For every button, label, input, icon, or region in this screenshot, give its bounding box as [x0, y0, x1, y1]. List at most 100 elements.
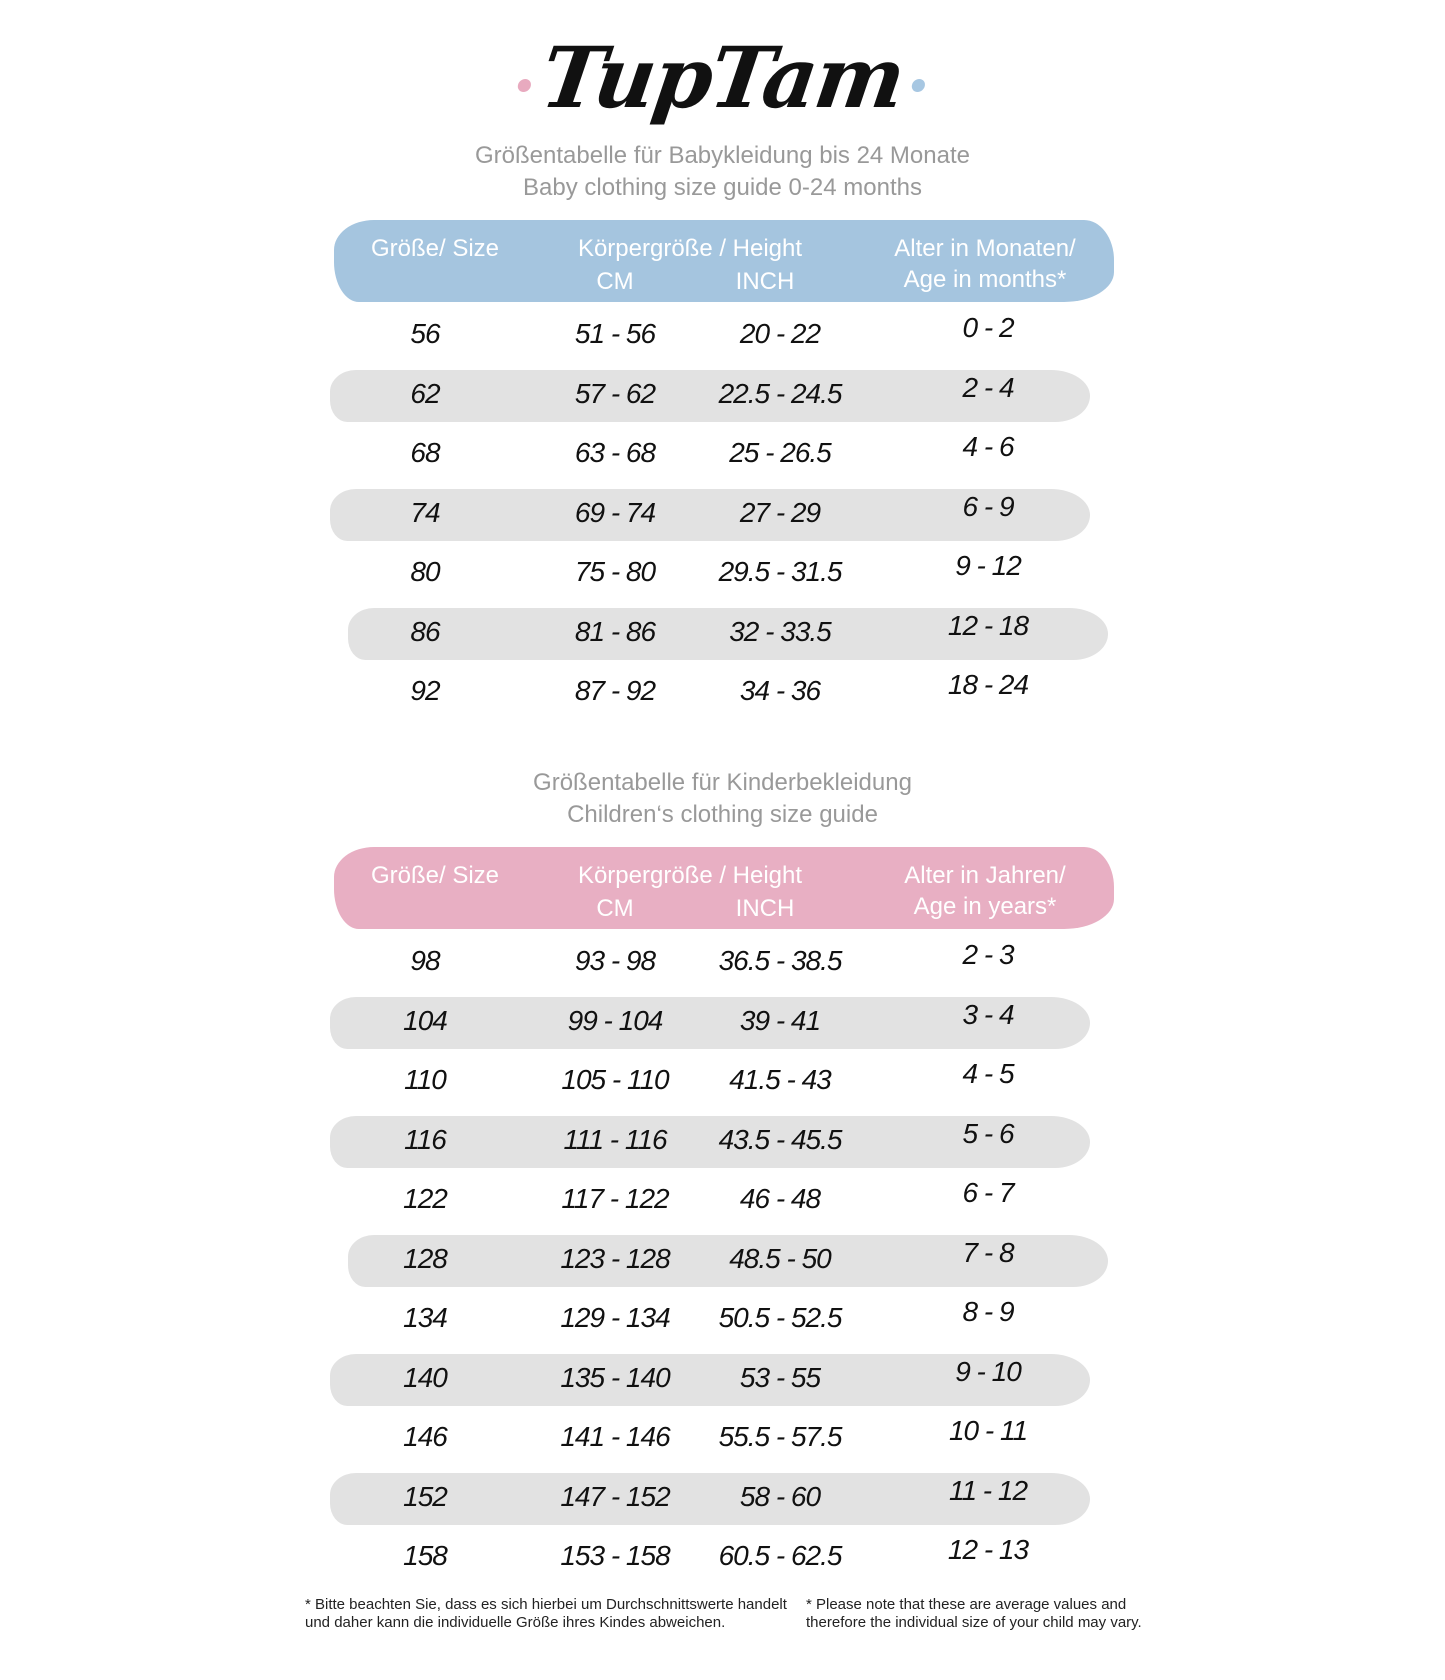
table-row: 104 99 - 104 39 - 41 3 - 4: [0, 991, 1445, 1051]
table-row: 92 87 - 92 34 - 36 18 - 24: [0, 661, 1445, 721]
cell-cm: 141 - 146: [560, 1421, 670, 1452]
cell-inch: 46 - 48: [739, 1183, 821, 1214]
footnote-de: * Bitte beachten Sie, dass es sich hierb…: [305, 1596, 787, 1631]
cell-size: 62: [410, 377, 440, 409]
cell-size: 128: [403, 1242, 448, 1274]
logo-text: TupTam: [535, 28, 910, 127]
cell-size: 134: [403, 1302, 448, 1333]
cell-cm: 147 - 152: [560, 1480, 670, 1512]
cell-cm: 129 - 134: [560, 1302, 670, 1333]
cell-inch: 48.5 - 50: [729, 1242, 832, 1274]
row-highlight-band: [330, 1115, 1090, 1168]
row-highlight-band: [330, 1472, 1090, 1525]
cell-cm: 111 - 116: [563, 1123, 667, 1155]
cell-size: 74: [410, 496, 440, 528]
cell-inch: 43.5 - 45.5: [718, 1123, 843, 1155]
cell-size: 146: [403, 1421, 448, 1452]
cell-inch: 34 - 36: [739, 675, 821, 706]
cell-cm: 51 - 56: [574, 318, 656, 349]
row-highlight-band: [348, 607, 1108, 660]
header-age: Alter in Jahren/Age in years*: [904, 862, 1066, 920]
cell-age: 9 - 12: [955, 550, 1022, 581]
cell-inch: 20 - 22: [739, 318, 821, 349]
cell-size: 116: [404, 1123, 447, 1155]
cell-inch: 50.5 - 52.5: [718, 1302, 843, 1333]
cell-size: 158: [403, 1540, 448, 1571]
cell-age: 4 - 6: [962, 431, 1014, 462]
cell-age: 12 - 13: [947, 1534, 1029, 1565]
cell-cm: 63 - 68: [574, 437, 656, 468]
cell-cm: 135 - 140: [560, 1361, 670, 1393]
cell-inch: 25 - 26.5: [729, 437, 832, 468]
brand-logo: TupTam: [0, 28, 1445, 127]
cell-inch: 29.5 - 31.5: [718, 556, 843, 587]
table-row: 110 105 - 110 41.5 - 43 4 - 5: [0, 1050, 1445, 1110]
cell-size: 122: [403, 1183, 448, 1214]
cell-age: 18 - 24: [947, 669, 1029, 700]
cell-size: 98: [410, 945, 440, 976]
cell-cm: 105 - 110: [561, 1064, 669, 1095]
header-age: Alter in Monaten/Age in months*: [894, 235, 1076, 293]
kids-header-band: [334, 847, 1114, 929]
header-height: Körpergröße / Height: [577, 235, 803, 262]
row-highlight-band: [330, 996, 1090, 1049]
cell-age: 10 - 11: [948, 1415, 1028, 1446]
cell-age: 3 - 4: [962, 998, 1014, 1030]
cell-cm: 93 - 98: [574, 945, 656, 976]
cell-cm: 81 - 86: [574, 615, 656, 647]
row-highlight-band: [330, 488, 1090, 541]
cell-cm: 69 - 74: [574, 496, 656, 528]
cell-age: 8 - 9: [962, 1296, 1014, 1327]
cell-size: 80: [410, 556, 440, 587]
cell-size: 86: [410, 615, 440, 647]
kids-title-en: Children‘s clothing size guide: [567, 801, 878, 828]
row-highlight-band: [330, 369, 1090, 422]
table-row: 98 93 - 98 36.5 - 38.5 2 - 3: [0, 931, 1445, 991]
header-inch: INCH: [735, 895, 795, 922]
blue-dot-icon: [910, 78, 926, 92]
header-cm: CM: [596, 895, 634, 922]
row-highlight-band: [330, 1353, 1090, 1406]
table-row: 122 117 - 122 46 - 48 6 - 7: [0, 1169, 1445, 1229]
table-row: 62 57 - 62 22.5 - 24.5 2 - 4: [0, 364, 1445, 424]
table-row: 68 63 - 68 25 - 26.5 4 - 6: [0, 423, 1445, 483]
cell-age: 2 - 4: [962, 371, 1014, 403]
header-inch: INCH: [735, 268, 795, 295]
cell-inch: 22.5 - 24.5: [718, 377, 843, 409]
baby-header-band: [334, 220, 1114, 302]
table-row: 152 147 - 152 58 - 60 11 - 12: [0, 1467, 1445, 1527]
table-row: 56 51 - 56 20 - 22 0 - 2: [0, 304, 1445, 364]
baby-title-en: Baby clothing size guide 0-24 months: [523, 174, 922, 201]
table-row: 86 81 - 86 32 - 33.5 12 - 18: [0, 602, 1445, 662]
cell-inch: 36.5 - 38.5: [718, 945, 843, 976]
cell-cm: 123 - 128: [560, 1242, 670, 1274]
cell-age: 0 - 2: [962, 312, 1014, 343]
cell-age: 2 - 3: [962, 939, 1014, 970]
baby-title-de: Größentabelle für Babykleidung bis 24 Mo…: [475, 142, 970, 169]
cell-age: 6 - 7: [962, 1177, 1014, 1208]
cell-inch: 53 - 55: [739, 1361, 821, 1393]
cell-inch: 58 - 60: [739, 1480, 821, 1512]
cell-age: 9 - 10: [955, 1355, 1022, 1387]
footnote-en: * Please note that these are average val…: [806, 1596, 1142, 1631]
header-cm: CM: [596, 268, 634, 295]
cell-size: 56: [410, 318, 440, 349]
table-row: 146 141 - 146 55.5 - 57.5 10 - 11: [0, 1407, 1445, 1467]
cell-cm: 99 - 104: [567, 1004, 664, 1036]
table-row: 134 129 - 134 50.5 - 52.5 8 - 9: [0, 1288, 1445, 1348]
table-row: 158 153 - 158 60.5 - 62.5 12 - 13: [0, 1526, 1445, 1586]
table-row: 74 69 - 74 27 - 29 6 - 9: [0, 483, 1445, 543]
cell-size: 140: [403, 1361, 448, 1393]
cell-age: 7 - 8: [962, 1236, 1014, 1268]
cell-size: 152: [403, 1480, 448, 1512]
pink-dot-icon: [517, 78, 533, 92]
header-height: Körpergröße / Height: [577, 862, 803, 889]
cell-inch: 55.5 - 57.5: [718, 1421, 843, 1452]
cell-inch: 39 - 41: [739, 1004, 821, 1036]
cell-age: 11 - 12: [948, 1474, 1028, 1506]
cell-cm: 117 - 122: [561, 1183, 669, 1214]
cell-size: 68: [410, 437, 440, 468]
cell-size: 92: [410, 675, 440, 706]
cell-cm: 87 - 92: [574, 675, 656, 706]
